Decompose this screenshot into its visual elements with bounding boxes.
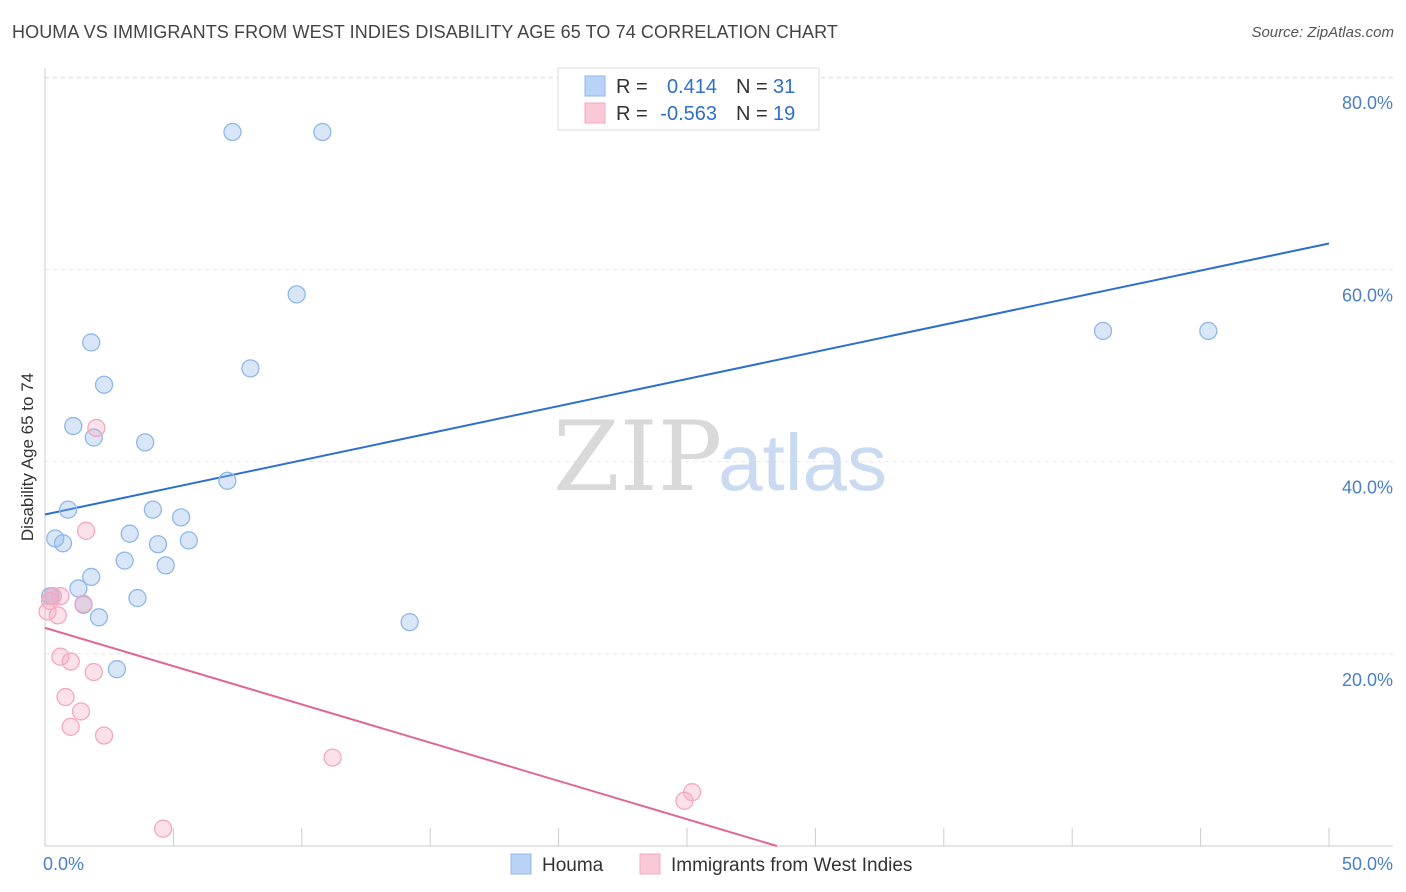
series-legend: Houma Immigrants from West Indies <box>510 853 912 876</box>
houma-point <box>128 588 147 608</box>
data-points <box>38 122 1218 838</box>
watermark-atlas: atlas <box>718 418 887 507</box>
houma-point <box>218 471 237 490</box>
houma-point <box>120 524 139 543</box>
west-indies-point <box>48 606 67 625</box>
chart-title: HOUMA VS IMMIGRANTS FROM WEST INDIES DIS… <box>12 22 838 42</box>
watermark: ZIP atlas <box>553 401 887 513</box>
houma-point <box>156 556 175 575</box>
west-indies-swatch-top <box>584 102 606 124</box>
houma-legend-label: Houma <box>542 855 604 876</box>
west-indies-point <box>87 418 106 438</box>
west-indies-point <box>61 652 80 671</box>
houma-r-label: R = <box>616 76 648 98</box>
west-indies-point <box>74 594 93 613</box>
houma-point <box>400 612 419 632</box>
y-tick-labels: 20.0% 40.0% 60.0% 80.0% <box>1342 93 1393 690</box>
west-indies-n-label: N = <box>736 103 768 125</box>
west-indies-r-label: R = <box>616 103 648 125</box>
houma-point <box>82 567 101 587</box>
houma-point <box>69 579 88 598</box>
chart-source: Source: ZipAtlas.com <box>1251 24 1394 41</box>
houma-point <box>53 534 73 553</box>
west-indies-point <box>323 748 342 767</box>
watermark-zip: ZIP <box>553 401 722 513</box>
houma-point <box>241 359 260 378</box>
houma-point <box>115 551 134 570</box>
west-indies-point <box>38 602 57 621</box>
west-indies-point <box>40 591 60 611</box>
west-indies-trend-line <box>44 626 778 847</box>
west-indies-point <box>153 819 173 838</box>
axes <box>44 68 1393 847</box>
west-indies-point <box>84 662 103 682</box>
west-indies-point <box>56 687 75 707</box>
west-indies-swatch <box>639 853 661 875</box>
houma-swatch-top <box>584 75 606 97</box>
west-indies-r-value: -0.563 <box>660 103 717 125</box>
houma-point <box>89 608 109 627</box>
houma-point <box>82 333 101 352</box>
houma-point <box>223 122 242 142</box>
houma-r-value: 0.414 <box>667 76 717 98</box>
houma-point <box>148 535 168 554</box>
y-axis-label: Disability Age 65 to 74 <box>18 373 37 541</box>
west-indies-point <box>51 586 70 606</box>
west-indies-point <box>94 726 114 745</box>
houma-point <box>171 508 191 527</box>
houma-point <box>1199 321 1218 341</box>
houma-point <box>58 500 78 519</box>
houma-point <box>1093 321 1113 341</box>
y-tick-label: 40.0% <box>1342 478 1393 498</box>
y-tick-label: 20.0% <box>1342 670 1393 690</box>
x-axis-ticks <box>44 828 1330 846</box>
y-tick-label: 80.0% <box>1342 93 1393 113</box>
houma-n-value: 31 <box>773 76 795 98</box>
y-tick-label: 60.0% <box>1342 285 1393 305</box>
x-tick-label-min: 0.0% <box>43 854 84 874</box>
houma-point <box>179 531 198 550</box>
houma-point <box>107 660 127 679</box>
west-indies-point <box>61 717 80 736</box>
houma-n-label: N = <box>736 76 768 98</box>
houma-point <box>136 433 155 452</box>
west-indies-n-value: 19 <box>773 103 795 125</box>
houma-trend-line <box>44 242 1330 516</box>
trend-lines <box>44 242 1330 847</box>
west-indies-point <box>76 521 96 540</box>
west-indies-point <box>675 791 694 810</box>
west-indies-point <box>51 647 70 666</box>
houma-point <box>94 375 114 394</box>
houma-swatch <box>510 853 532 875</box>
stats-legend: R = 0.414 N = 31 R = -0.563 N = 19 <box>557 67 820 131</box>
x-tick-label-max: 50.0% <box>1342 854 1393 874</box>
houma-point <box>313 122 332 142</box>
houma-point <box>287 285 306 304</box>
west-indies-point <box>71 702 91 721</box>
houma-point <box>64 416 83 436</box>
houma-point <box>143 500 163 519</box>
west-indies-legend-label: Immigrants from West Indies <box>671 855 912 876</box>
